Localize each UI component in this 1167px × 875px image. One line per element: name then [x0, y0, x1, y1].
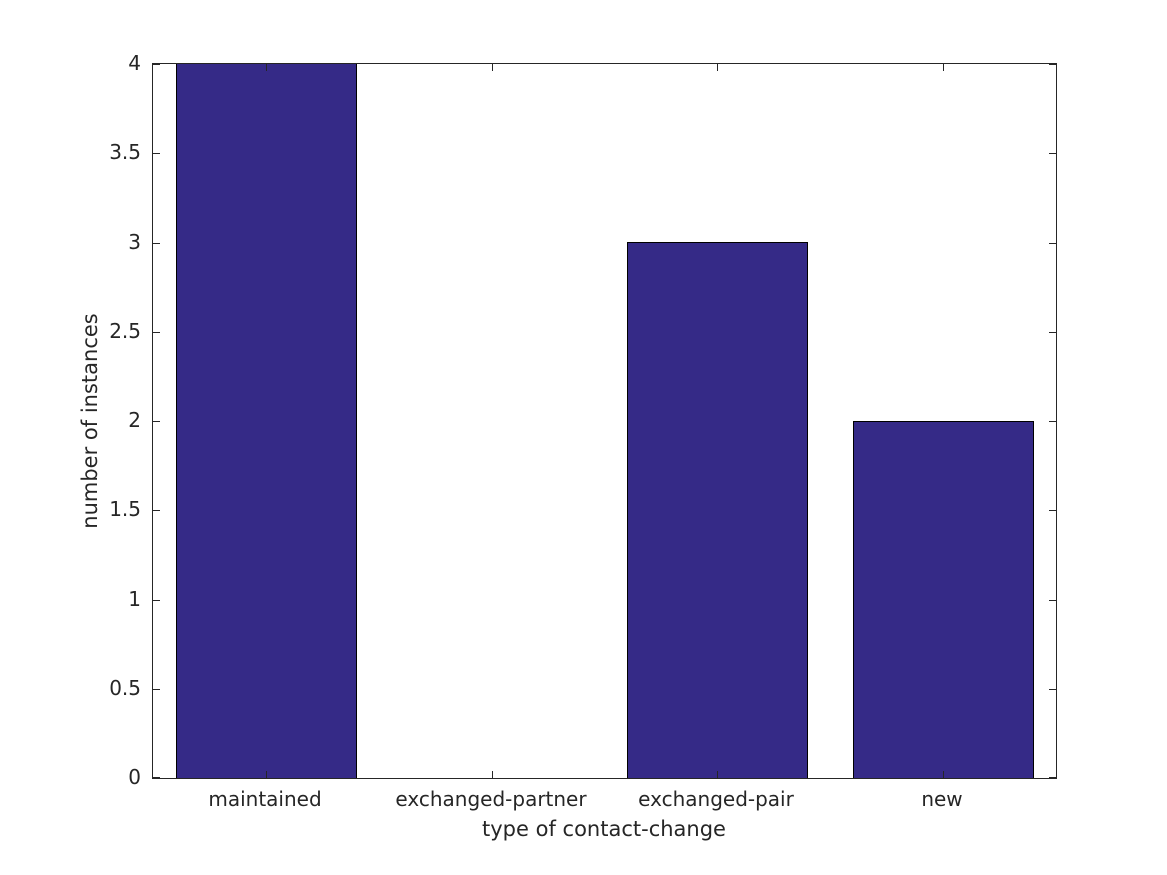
y-tick-label: 1.5: [109, 497, 141, 522]
y-tick-right: [1049, 153, 1056, 154]
y-tick-label: 2.5: [109, 318, 141, 343]
x-axis-label: type of contact-change: [482, 817, 726, 841]
x-tick-top: [943, 64, 944, 71]
y-tick-right: [1049, 777, 1056, 778]
x-tick-top: [492, 64, 493, 71]
y-tick-left: [153, 689, 160, 690]
y-tick-right: [1049, 421, 1056, 422]
x-tick-bottom: [943, 771, 944, 778]
bar-maintained: [176, 64, 357, 778]
x-tick-bottom: [266, 771, 267, 778]
y-tick-label: 2: [128, 408, 141, 432]
y-tick-right: [1049, 689, 1056, 690]
y-tick-label: 4: [128, 51, 141, 75]
x-tick-top: [266, 64, 267, 71]
y-tick-left: [153, 421, 160, 422]
y-tick-right: [1049, 600, 1056, 601]
y-tick-left: [153, 243, 160, 244]
bar-new: [853, 421, 1034, 778]
y-tick-label: 3: [128, 229, 141, 254]
y-tick-left: [153, 510, 160, 511]
x-tick-label-exchanged-partner: exchanged-partner: [395, 787, 587, 811]
y-tick-label: 1: [128, 586, 141, 611]
y-tick-label: 0: [128, 765, 141, 789]
x-tick-bottom: [492, 771, 493, 778]
x-tick-label-exchanged-pair: exchanged-pair: [638, 787, 794, 811]
y-tick-left: [153, 332, 160, 333]
y-tick-label: 0.5: [109, 675, 141, 700]
y-tick-left: [153, 600, 160, 601]
x-tick-label-maintained: maintained: [208, 787, 322, 811]
y-tick-left: [153, 153, 160, 154]
y-tick-right: [1049, 510, 1056, 511]
x-tick-top: [717, 64, 718, 71]
x-tick-label-new: new: [921, 787, 963, 811]
y-tick-left: [153, 777, 160, 778]
y-tick-right: [1049, 332, 1056, 333]
bar-exchanged-pair: [627, 242, 808, 778]
plot-area: [152, 63, 1057, 779]
y-tick-left: [153, 64, 160, 65]
x-tick-bottom: [717, 771, 718, 778]
y-tick-right: [1049, 243, 1056, 244]
y-tick-right: [1049, 64, 1056, 65]
y-tick-label: 3.5: [109, 140, 141, 165]
